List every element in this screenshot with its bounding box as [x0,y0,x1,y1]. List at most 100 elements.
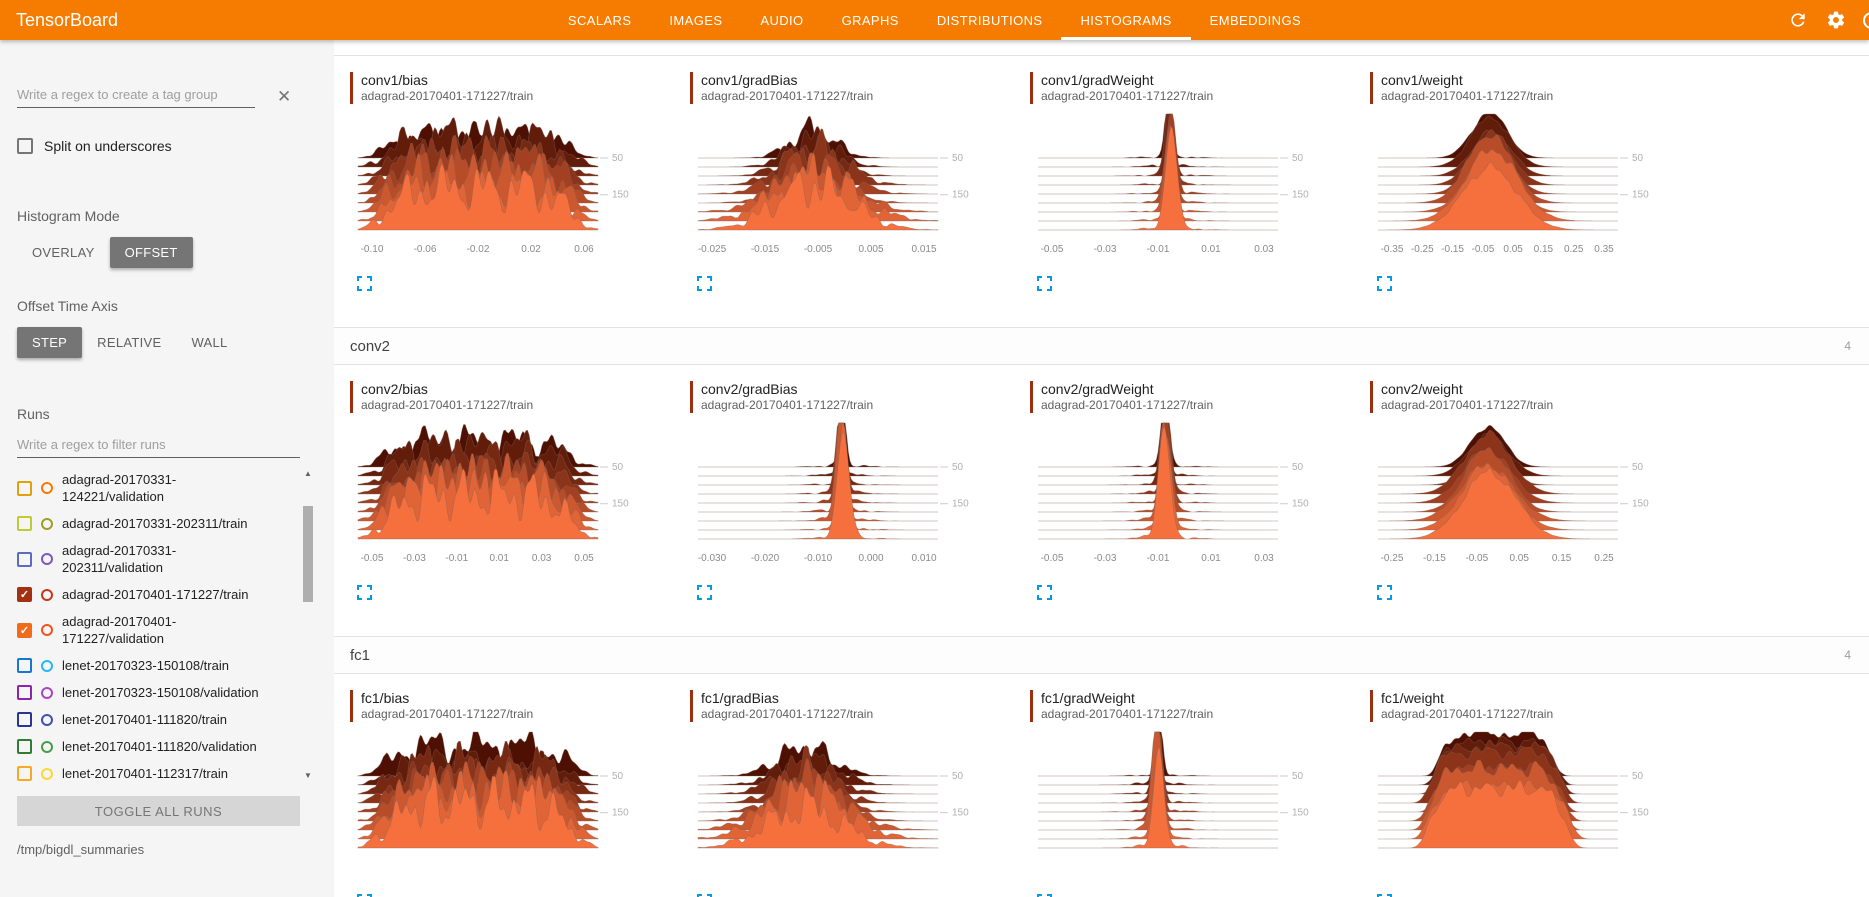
run-item[interactable]: adagrad-20170331-124221/validation [17,466,295,510]
histogram-mode-offset-button[interactable]: OFFSET [109,237,193,268]
histogram-plot[interactable]: 50 150 -0.05 -0.03 -0.01 0.01 0.03 0.05 [350,415,650,585]
expand-button[interactable] [1377,894,1392,897]
svg-text:-0.015: -0.015 [751,244,780,255]
expand-button[interactable] [357,585,372,600]
tab-audio[interactable]: AUDIO [760,12,804,28]
card-head: fc1/weight adagrad-20170401-171227/train [1370,690,1710,722]
histogram-plot[interactable]: 50 150 -0.25 -0.15 -0.05 0.05 0.15 0.25 [1370,415,1670,585]
svg-text:50: 50 [1632,771,1644,782]
run-item[interactable]: adagrad-20170331-202311/validation [17,537,295,581]
settings-icon[interactable] [1825,9,1847,31]
run-checkbox[interactable] [17,658,32,673]
svg-text:50: 50 [952,771,964,782]
run-item[interactable]: adagrad-20170331-202311/train [17,510,295,537]
histogram-plot[interactable]: 50 150 [690,724,990,894]
svg-text:150: 150 [952,499,969,510]
run-item[interactable]: ✓ adagrad-20170401-171227/train [17,581,295,608]
card-head: conv2/gradBias adagrad-20170401-171227/tr… [690,381,1030,413]
run-item[interactable]: lenet-20170401-112317/train [17,760,295,786]
run-checkbox[interactable] [17,685,32,700]
run-item[interactable]: lenet-20170323-150108/train [17,652,295,679]
histogram-plot[interactable]: 50 150 -0.025 -0.015 -0.005 0.005 0.015 [690,106,990,276]
histogram-card: fc1/gradWeight adagrad-20170401-171227/tr… [1030,690,1370,897]
svg-text:150: 150 [952,190,969,201]
refresh-icon[interactable] [1787,9,1809,31]
expand-button[interactable] [1037,585,1052,600]
run-checkbox[interactable]: ✓ [17,622,32,638]
histogram-card: conv1/gradBias adagrad-20170401-171227/tr… [690,72,1030,291]
run-item[interactable]: ✓ adagrad-20170401-171227/validation [17,608,295,652]
run-color-circle[interactable] [41,482,53,494]
expand-button[interactable] [1037,894,1052,897]
histogram-plot[interactable]: 50 150 -0.030 -0.020 -0.010 0.000 0.010 [690,415,990,585]
run-color-circle[interactable] [41,553,53,565]
run-color-circle[interactable] [41,767,53,780]
svg-text:-0.35: -0.35 [1381,244,1404,255]
svg-text:-0.05: -0.05 [1041,244,1064,255]
expand-button[interactable] [1037,276,1052,291]
tab-graphs[interactable]: GRAPHS [841,12,899,28]
scroll-down-icon[interactable]: ▼ [304,771,312,780]
histogram-plot[interactable]: 50 150 -0.35 -0.25 -0.15 -0.05 0.05 0.15 0.25 0.3… [1370,106,1670,276]
run-checkbox[interactable] [17,766,32,781]
run-checkbox[interactable] [17,516,32,531]
offset-time-axis-label: Offset Time Axis [17,298,118,314]
run-label: lenet-20170401-112317/train [62,766,229,781]
run-color-circle[interactable] [41,713,53,726]
offset-axis-wall-button[interactable]: WALL [176,327,242,358]
help-icon[interactable]: ? [1863,11,1869,29]
clear-tag-filter-icon[interactable]: ✕ [277,87,292,106]
run-filter-input[interactable] [17,432,300,458]
category-header[interactable]: fc1 4 [334,636,1869,674]
run-color-circle[interactable] [41,517,53,530]
run-list-scrollbar[interactable]: ▲ ▼ [301,466,315,786]
expand-button[interactable] [697,585,712,600]
expand-button[interactable] [357,894,372,897]
expand-button[interactable] [1377,276,1392,291]
tag-filter-input[interactable] [17,82,255,108]
run-checkbox[interactable]: ✓ [17,587,32,602]
expand-button[interactable] [1377,585,1392,600]
split-underscores-checkbox[interactable] [17,138,33,154]
run-color-circle[interactable] [41,686,53,699]
histogram-plot[interactable]: 50 150 -0.05 -0.03 -0.01 0.01 0.03 [1030,106,1330,276]
run-checkbox[interactable] [17,712,32,727]
run-color-circle[interactable] [41,740,53,753]
run-checkbox[interactable] [17,551,32,567]
tab-distributions[interactable]: DISTRIBUTIONS [936,12,1043,28]
main-content: conv1/bias adagrad-20170401-171227/train 5… [334,40,1869,897]
category-header[interactable]: conv2 4 [334,327,1869,365]
histogram-plot[interactable]: 50 150 -0.10 -0.06 -0.02 0.02 0.06 [350,106,650,276]
svg-text:50: 50 [612,153,624,164]
histogram-plot[interactable]: 50 150 [350,724,650,894]
histogram-plot[interactable]: 50 150 [1370,724,1670,894]
svg-text:-0.10: -0.10 [361,244,384,255]
scrollbar-thumb[interactable] [303,506,313,602]
run-checkbox[interactable] [17,480,32,496]
tab-histograms[interactable]: HISTOGRAMS [1061,0,1190,40]
svg-text:0.015: 0.015 [911,244,936,255]
tab-images[interactable]: IMAGES [669,12,723,28]
run-color-circle[interactable] [41,659,53,672]
tab-scalars[interactable]: SCALARS [567,12,632,28]
tab-embeddings[interactable]: EMBEDDINGS [1209,12,1302,28]
run-item[interactable]: lenet-20170401-111820/validation [17,733,295,760]
histogram-mode-overlay-button[interactable]: OVERLAY [17,237,110,268]
run-checkbox[interactable] [17,739,32,754]
run-color-circle[interactable] [41,588,53,601]
card-row: conv2/bias adagrad-20170401-171227/train 5… [334,365,1869,636]
svg-text:150: 150 [952,808,969,819]
histogram-plot[interactable]: 50 150 -0.05 -0.03 -0.01 0.01 0.03 [1030,415,1330,585]
offset-axis-step-button[interactable]: STEP [17,327,83,358]
scroll-up-icon[interactable]: ▲ [304,469,312,478]
expand-button[interactable] [697,894,712,897]
offset-axis-relative-button[interactable]: RELATIVE [82,327,176,358]
histogram-plot[interactable]: 50 150 [1030,724,1330,894]
run-item[interactable]: lenet-20170401-111820/train [17,706,295,733]
svg-text:-0.05: -0.05 [1465,553,1488,564]
expand-button[interactable] [697,276,712,291]
toggle-all-runs-button[interactable]: TOGGLE ALL RUNS [17,796,300,826]
run-item[interactable]: lenet-20170323-150108/validation [17,679,295,706]
run-color-circle[interactable] [41,624,53,636]
expand-button[interactable] [357,276,372,291]
